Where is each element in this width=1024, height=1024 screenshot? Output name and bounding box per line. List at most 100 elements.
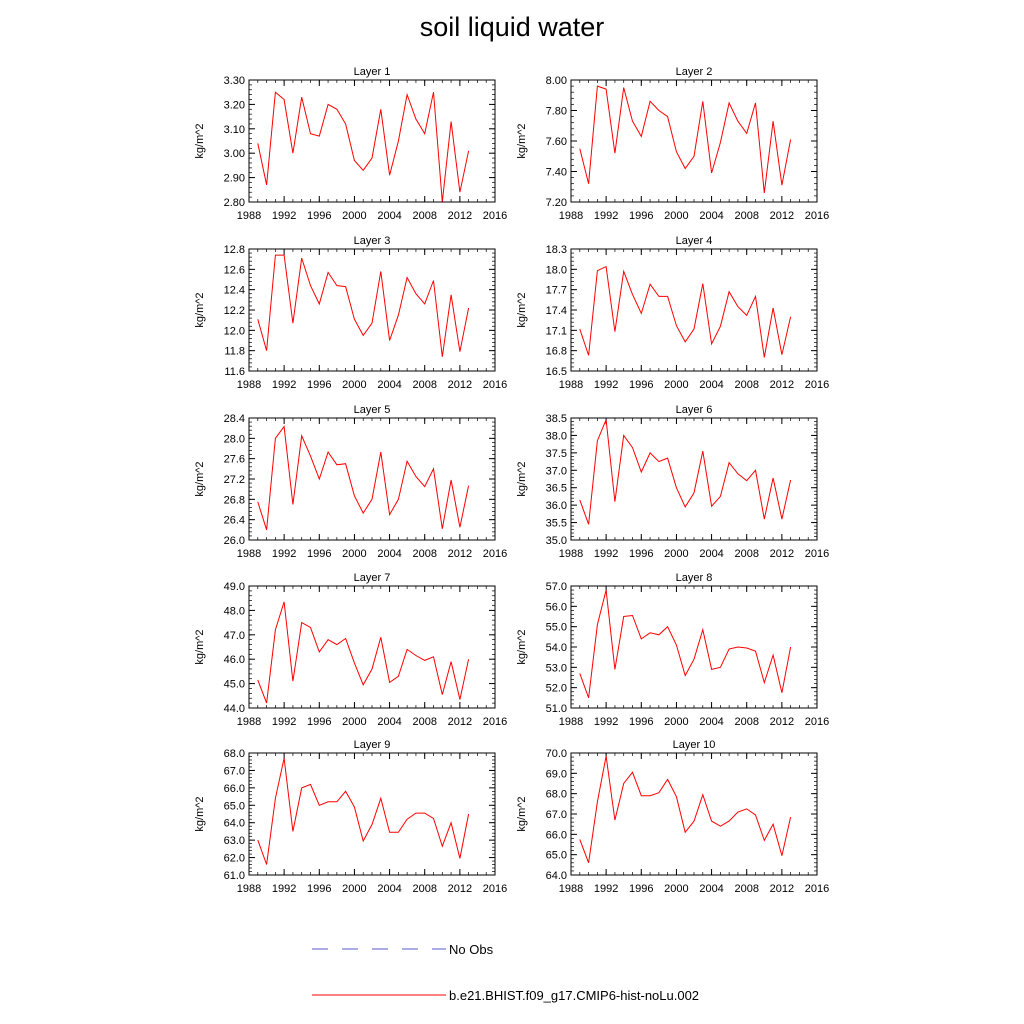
x-tick-label: 2016 xyxy=(805,883,829,895)
y-axis-label: kg/m^2 xyxy=(516,461,528,496)
x-tick-label: 2004 xyxy=(699,883,723,895)
panel-title: Layer 5 xyxy=(354,404,391,416)
panel-layer-7: Layer 7 kg/m^2 1988 1992 1996 2000 2004 2008 201… xyxy=(194,572,507,728)
y-tick-label: 2.90 xyxy=(224,173,245,185)
x-tick-label: 2016 xyxy=(483,716,507,728)
y-tick-label: 53.0 xyxy=(546,662,567,674)
series-line xyxy=(579,265,792,358)
x-tick-label: 2016 xyxy=(805,548,829,560)
y-axis-label: kg/m^2 xyxy=(516,123,528,158)
legend-label: b.e21.BHIST.f09_g17.CMIP6-hist-noLu.002 xyxy=(449,988,699,1003)
y-tick-label: 28.4 xyxy=(224,413,245,425)
x-tick-label: 2000 xyxy=(342,548,366,560)
y-tick-label: 45.0 xyxy=(224,679,245,691)
x-tick-label: 2000 xyxy=(664,379,688,391)
x-tick-label: 2004 xyxy=(699,379,723,391)
series-line xyxy=(579,756,792,863)
plot-frame xyxy=(248,417,496,541)
x-tick-label: 2012 xyxy=(448,379,472,391)
y-tick-label: 3.00 xyxy=(224,148,245,160)
panel-title: Layer 10 xyxy=(673,739,716,751)
plot-frame xyxy=(570,752,818,876)
y-tick-label: 26.4 xyxy=(224,515,245,527)
panel-layer-3: Layer 3 kg/m^2 1988 1992 1996 2000 2004 2008 201… xyxy=(194,235,507,391)
y-tick-label: 54.0 xyxy=(546,642,567,654)
panel-layer-6: Layer 6 kg/m^2 1988 1992 1996 2000 2004 2008 201… xyxy=(516,404,829,560)
y-tick-label: 8.00 xyxy=(546,75,567,87)
x-tick-label: 1988 xyxy=(559,379,583,391)
y-tick-label: 37.0 xyxy=(546,465,567,477)
x-tick-label: 1996 xyxy=(307,379,331,391)
x-tick-label: 2016 xyxy=(483,548,507,560)
x-tick-label: 2012 xyxy=(770,210,794,222)
y-tick-label: 62.0 xyxy=(224,853,245,865)
plot-frame xyxy=(570,585,818,709)
x-tick-label: 1992 xyxy=(272,883,296,895)
x-tick-label: 1992 xyxy=(594,548,618,560)
y-tick-label: 12.2 xyxy=(224,305,245,317)
y-tick-label: 63.0 xyxy=(224,835,245,847)
x-tick-label: 2008 xyxy=(412,379,436,391)
x-tick-label: 2016 xyxy=(805,379,829,391)
x-tick-label: 2000 xyxy=(342,716,366,728)
y-tick-label: 3.30 xyxy=(224,75,245,87)
panel-layer-1: Layer 1 kg/m^2 1988 1992 1996 2000 2004 2008 201… xyxy=(194,66,507,222)
y-tick-label: 38.5 xyxy=(546,413,567,425)
x-tick-label: 1992 xyxy=(272,548,296,560)
plot-frame xyxy=(570,417,818,541)
x-tick-label: 2000 xyxy=(664,883,688,895)
x-tick-label: 1988 xyxy=(237,210,261,222)
x-tick-label: 1996 xyxy=(629,716,653,728)
y-tick-label: 12.6 xyxy=(224,264,245,276)
panel-layer-8: Layer 8 kg/m^2 1988 1992 1996 2000 2004 2008 201… xyxy=(516,572,829,728)
y-tick-label: 36.5 xyxy=(546,483,567,495)
y-axis-label: kg/m^2 xyxy=(194,461,206,496)
y-axis-label: kg/m^2 xyxy=(516,796,528,831)
x-tick-label: 1996 xyxy=(307,883,331,895)
y-tick-label: 35.0 xyxy=(546,535,567,547)
x-tick-label: 1996 xyxy=(629,883,653,895)
panel-title: Layer 7 xyxy=(354,572,391,584)
x-tick-label: 2004 xyxy=(699,548,723,560)
x-tick-label: 2004 xyxy=(377,548,401,560)
x-tick-label: 2008 xyxy=(412,548,436,560)
y-axis-label: kg/m^2 xyxy=(194,796,206,831)
y-tick-label: 7.80 xyxy=(546,106,567,118)
panel-layer-10: Layer 10 kg/m^2 1988 1992 1996 2000 2004 2008 20… xyxy=(516,739,829,895)
plot-frame xyxy=(248,585,496,709)
x-tick-label: 1992 xyxy=(272,379,296,391)
y-tick-label: 27.6 xyxy=(224,454,245,466)
panel-title: Layer 1 xyxy=(354,66,391,78)
series-line xyxy=(257,425,470,530)
x-tick-label: 1992 xyxy=(594,379,618,391)
panel-title: Layer 6 xyxy=(676,404,713,416)
x-tick-label: 1996 xyxy=(307,210,331,222)
y-tick-label: 68.0 xyxy=(224,748,245,760)
x-tick-label: 1988 xyxy=(559,210,583,222)
panel-title: Layer 4 xyxy=(676,235,713,247)
x-tick-label: 2008 xyxy=(412,210,436,222)
y-tick-label: 48.0 xyxy=(224,605,245,617)
y-tick-label: 11.8 xyxy=(224,346,245,358)
y-tick-label: 37.5 xyxy=(546,448,567,460)
y-tick-label: 65.0 xyxy=(546,850,567,862)
x-tick-label: 2012 xyxy=(448,210,472,222)
panel-layer-2: Layer 2 kg/m^2 1988 1992 1996 2000 2004 2008 201… xyxy=(516,66,829,222)
y-tick-label: 38.0 xyxy=(546,430,567,442)
x-tick-label: 2012 xyxy=(770,883,794,895)
x-tick-label: 2008 xyxy=(412,883,436,895)
y-tick-label: 26.8 xyxy=(224,494,245,506)
y-tick-label: 28.0 xyxy=(224,433,245,445)
series-line xyxy=(257,601,470,704)
y-tick-label: 65.0 xyxy=(224,800,245,812)
plot-frame xyxy=(570,79,818,203)
x-tick-label: 2008 xyxy=(734,548,758,560)
x-tick-label: 2004 xyxy=(377,716,401,728)
y-tick-label: 68.0 xyxy=(546,789,567,801)
panel-title: Layer 9 xyxy=(354,739,391,751)
y-axis-label: kg/m^2 xyxy=(516,629,528,664)
y-tick-label: 44.0 xyxy=(224,703,245,715)
x-tick-label: 2012 xyxy=(448,548,472,560)
x-tick-label: 2004 xyxy=(699,716,723,728)
y-axis-label: kg/m^2 xyxy=(516,292,528,327)
